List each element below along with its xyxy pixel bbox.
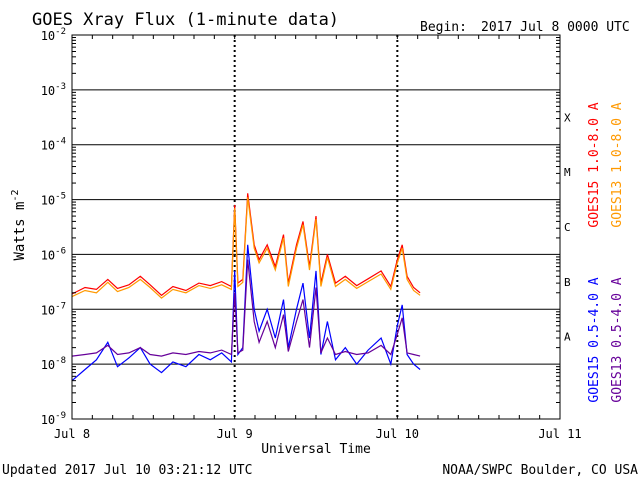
series-line <box>71 244 421 382</box>
legend-label: GOES13 1.0-8.0 A <box>610 102 625 227</box>
flare-class-label: C <box>564 221 571 234</box>
y-tick-label: 10-6 <box>41 246 66 262</box>
legend-label: GOES15 0.5-4.0 A <box>587 277 602 402</box>
legend-label: GOES13 0.5-4.0 A <box>610 277 625 402</box>
y-tick-label: 10-3 <box>41 82 66 98</box>
y-tick-label: 10-9 <box>41 411 66 427</box>
series-line <box>71 197 421 299</box>
flare-class-label: M <box>564 166 571 179</box>
y-tick-label: 10-4 <box>41 137 66 153</box>
y-axis-label-sup: -2 <box>10 189 21 201</box>
legend-entry: GOES15 0.5-4.0 A <box>587 277 602 402</box>
x-tick-label: Jul 10 <box>376 427 419 441</box>
legend-entry: GOES13 0.5-4.0 A <box>610 277 625 402</box>
footer-updated: Updated 2017 Jul 10 03:21:12 UTC <box>2 463 252 478</box>
flare-class-label: A <box>564 331 571 344</box>
x-tick-label: Jul 11 <box>538 427 581 441</box>
legend-label: GOES15 1.0-8.0 A <box>587 102 602 227</box>
x-axis-label: Universal Time <box>261 442 371 457</box>
series-line <box>71 259 421 357</box>
chart-title: GOES Xray Flux (1-minute data) <box>32 10 339 30</box>
begin-label: Begin: <box>420 20 467 35</box>
x-tick-label: Jul 9 <box>217 427 253 441</box>
y-tick-label: 10-5 <box>41 192 66 208</box>
begin-value: 2017 Jul 8 0000 UTC <box>481 20 630 35</box>
legend-entry: GOES15 1.0-8.0 A <box>587 102 602 227</box>
flare-class-label: B <box>564 276 571 289</box>
x-tick-label: Jul 8 <box>54 427 90 441</box>
y-tick-label: 10-8 <box>41 356 66 372</box>
y-tick-label: 10-2 <box>41 27 66 43</box>
y-axis-label: Watts m-2 <box>10 189 28 260</box>
y-axis-label-main: Watts m <box>12 202 28 261</box>
legend-entry: GOES13 1.0-8.0 A <box>610 102 625 227</box>
series-line <box>71 193 421 297</box>
footer-source: NOAA/SWPC Boulder, CO USA <box>442 463 638 478</box>
flare-class-label: X <box>564 111 571 124</box>
y-tick-label: 10-7 <box>41 301 66 317</box>
